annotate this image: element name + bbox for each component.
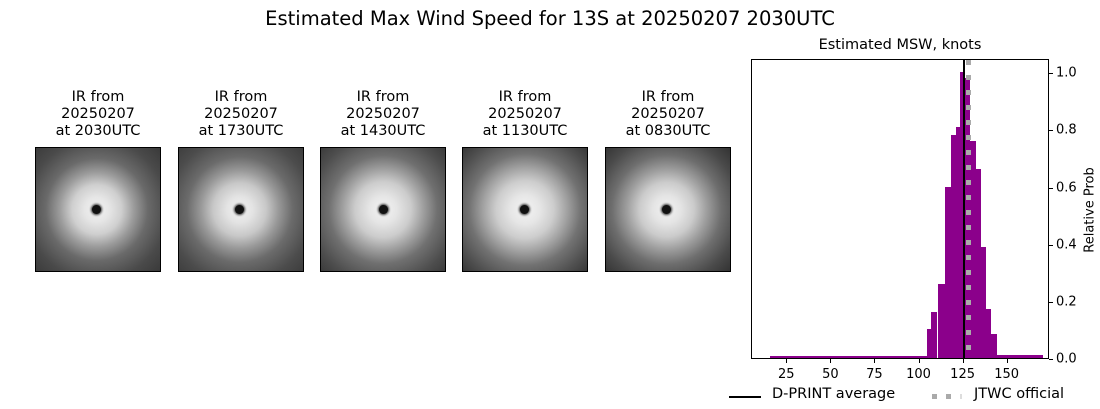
- histogram-bar: [955, 126, 960, 358]
- ir-panel: IR from 20250207 at 0830UTC: [605, 89, 731, 272]
- histogram-plot-area: [751, 59, 1049, 359]
- ir-caption: IR from 20250207 at 1730UTC: [198, 89, 284, 139]
- ir-satellite-image: [605, 147, 731, 272]
- histogram-bar: [975, 169, 981, 358]
- legend-label-jtwc: JTWC official: [974, 386, 1065, 402]
- y-tick-label: 1.0: [1056, 65, 1077, 81]
- ir-caption: IR from 20250207 at 2030UTC: [55, 89, 141, 139]
- histogram-bar: [930, 312, 938, 358]
- histogram-bar: [959, 72, 965, 358]
- x-tick-label: 25: [777, 367, 795, 382]
- x-tick: [786, 359, 788, 363]
- chart-title: Estimated MSW, knots: [818, 37, 982, 53]
- legend-dotted-line-icon: [946, 394, 951, 399]
- ir-caption: IR from 20250207 at 1130UTC: [482, 89, 568, 139]
- y-tick: [1049, 244, 1053, 246]
- legend-solid-line-icon: [729, 396, 761, 398]
- cyclone-eye: [662, 205, 671, 214]
- ir-satellite-image: [462, 147, 588, 272]
- histogram-bar: [980, 246, 986, 358]
- ir-panel: IR from 20250207 at 1430UTC: [320, 89, 446, 272]
- ir-panel: IR from 20250207 at 1730UTC: [178, 89, 304, 272]
- jtwc-official-line: [965, 60, 971, 358]
- legend-dotted-line-icon: [932, 394, 937, 399]
- y-tick: [1049, 73, 1053, 75]
- legend-label-dprint: D-PRINT average: [772, 386, 896, 402]
- x-tick-label: 50: [822, 367, 839, 382]
- histogram-bar: [937, 283, 945, 358]
- histogram-bar: [985, 309, 992, 358]
- dprint-average-line: [962, 60, 965, 358]
- histogram-bar: [769, 356, 928, 358]
- y-tick-label: 0.6: [1056, 180, 1077, 196]
- y-tick-label: 0.2: [1056, 294, 1077, 310]
- cyclone-eye: [379, 205, 388, 214]
- y-axis-title: Relative Prob: [1082, 167, 1098, 253]
- histogram-bar: [991, 333, 997, 358]
- histogram-bar: [944, 186, 951, 358]
- y-tick-label: 0.0: [1056, 351, 1077, 367]
- x-tick-label: 75: [866, 367, 883, 382]
- figure-suptitle: Estimated Max Wind Speed for 13S at 2025…: [265, 7, 835, 30]
- ir-caption: IR from 20250207 at 0830UTC: [625, 89, 711, 139]
- cyclone-eye: [235, 205, 244, 214]
- y-tick: [1049, 359, 1053, 360]
- x-tick: [874, 359, 876, 363]
- y-tick: [1049, 301, 1053, 303]
- y-tick: [1049, 187, 1053, 189]
- ir-satellite-image: [178, 147, 304, 272]
- ir-panel: IR from 20250207 at 1130UTC: [462, 89, 588, 272]
- legend-dotted-line-icon: [960, 394, 962, 399]
- x-tick-label: 150: [994, 367, 1020, 382]
- ir-satellite-image: [35, 147, 161, 272]
- x-tick-label: 100: [906, 367, 931, 382]
- cyclone-eye: [520, 205, 529, 214]
- y-tick-label: 0.8: [1056, 122, 1077, 138]
- histogram-bar: [927, 329, 931, 358]
- x-tick: [830, 359, 832, 363]
- y-tick: [1049, 130, 1053, 132]
- cyclone-eye: [92, 205, 101, 214]
- histogram-bar: [950, 135, 956, 358]
- histogram-bar: [970, 140, 976, 358]
- x-tick-label: 125: [950, 367, 976, 382]
- y-tick-label: 0.4: [1056, 237, 1077, 253]
- ir-caption: IR from 20250207 at 1430UTC: [340, 89, 426, 139]
- x-tick: [962, 359, 964, 363]
- histogram-bar: [996, 355, 1043, 358]
- ir-panel: IR from 20250207 at 2030UTC: [35, 89, 161, 272]
- x-tick: [1006, 359, 1008, 363]
- x-tick: [918, 359, 920, 363]
- ir-satellite-image: [320, 147, 446, 272]
